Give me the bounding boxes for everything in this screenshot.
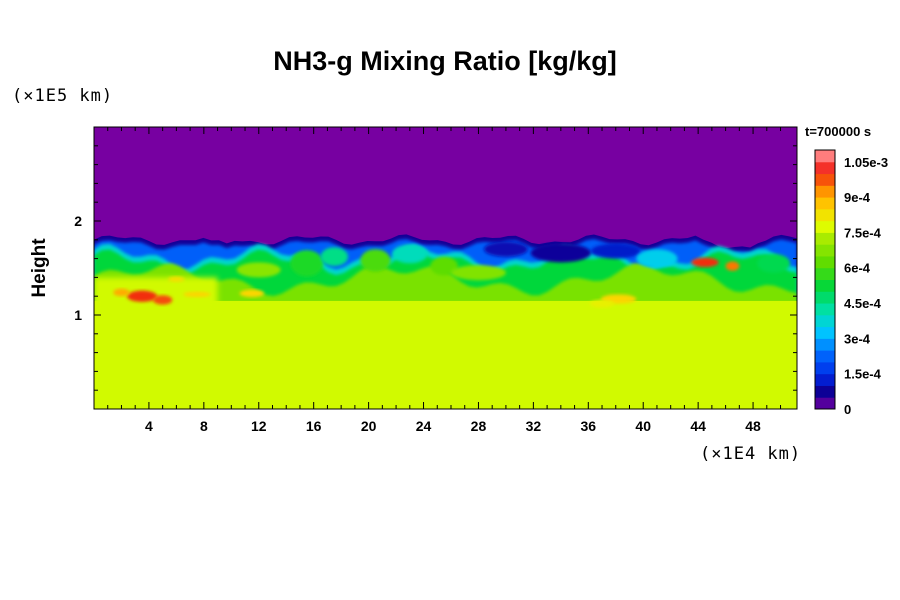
colorbar-tick-label: 9e-4 (844, 190, 871, 205)
hot-spot (126, 290, 158, 302)
eddy-blob (391, 244, 428, 264)
y-tick-label: 2 (74, 213, 82, 229)
colorbar-segment (815, 361, 835, 375)
hot-spot (153, 295, 173, 305)
eddy-blob (530, 243, 592, 263)
colorbar-segment (815, 220, 835, 233)
colorbar-segment (815, 255, 835, 269)
colorbar-segment (815, 197, 835, 210)
colorbar-segment (815, 385, 835, 398)
x-tick-label: 48 (745, 418, 761, 434)
time-label: t=700000 s (805, 124, 872, 139)
colorbar-tick-label: 7.5e-4 (844, 225, 882, 240)
colorbar-frame (814, 149, 836, 410)
colorbar-segment (815, 267, 835, 280)
colorbar-segment (815, 150, 835, 163)
plot-frame (93, 126, 798, 410)
x-tick-label: 16 (306, 418, 322, 434)
eddy-blob (290, 250, 324, 277)
x-tick-label: 8 (200, 418, 208, 434)
colorbar-segment (815, 350, 835, 363)
colorbar-tick-label: 0 (844, 402, 851, 417)
eddy-blob (360, 249, 391, 272)
colorbar-segment (815, 291, 835, 304)
hot-spot (691, 257, 719, 268)
colorbar-segment (815, 303, 835, 316)
colorbar-segment (815, 279, 835, 292)
eddy-blob (320, 247, 349, 267)
colorbar-tick-label: 4.5e-4 (844, 296, 882, 311)
colorbar-segment (815, 338, 835, 351)
eddy-blob (236, 262, 281, 278)
colorbar-segment (815, 373, 835, 386)
eddy-blob (636, 249, 678, 268)
eddy-blob (450, 265, 506, 281)
x-tick-label: 20 (361, 418, 377, 434)
x-tick-label: 44 (690, 418, 706, 434)
x-tick-label: 4 (145, 418, 153, 434)
x-axis: 4 8 12 16 20 24 28 32 36 40 44 48 (107, 127, 782, 434)
x-tick-label: 28 (471, 418, 487, 434)
eddy-blob (430, 256, 458, 276)
hot-spot (183, 291, 211, 298)
chart-title: NH3-g Mixing Ratio [kg/kg] (273, 46, 617, 76)
colorbar-segment (815, 244, 835, 257)
colorbar-tick-label: 6e-4 (844, 261, 871, 276)
hot-spot (589, 299, 615, 308)
colorbar-segment (815, 185, 835, 198)
colorbar: 0 1.5e-4 3e-4 4.5e-4 6e-4 7.5e-4 9e-4 1.05e-3 (814, 149, 888, 417)
y-tick-label: 1 (74, 307, 82, 323)
colorbar-segment (815, 208, 835, 222)
x-tick-label: 32 (526, 418, 542, 434)
x-axis-unit: (×1E4 km) (700, 444, 802, 464)
hot-spot (168, 276, 185, 283)
colorbar-segment (815, 232, 835, 245)
colorbar-segment (815, 314, 835, 328)
hot-spot (725, 261, 740, 271)
x-tick-label: 12 (251, 418, 267, 434)
eddy-blob (483, 241, 528, 257)
colorbar-segment (815, 173, 835, 186)
lower-layer (94, 300, 797, 409)
colorbar-segment (815, 397, 835, 410)
colorbar-tick-label: 1.05e-3 (844, 155, 888, 170)
y-axis: 12 (74, 145, 797, 391)
x-tick-label: 24 (416, 418, 432, 434)
x-tick-label: 40 (635, 418, 651, 434)
hot-spot (113, 288, 130, 297)
colorbar-segment (815, 161, 835, 175)
colorbar-segment (815, 326, 835, 339)
eddy-blob (591, 243, 641, 259)
x-tick-label: 36 (581, 418, 597, 434)
heatmap-field (94, 127, 797, 409)
colorbar-tick-label: 1.5e-4 (844, 367, 882, 382)
y-axis-unit: (×1E5 km) (12, 86, 114, 106)
hot-spot (239, 289, 265, 298)
colorbar-tick-label: 3e-4 (844, 331, 871, 346)
eddy-blob (757, 253, 791, 273)
